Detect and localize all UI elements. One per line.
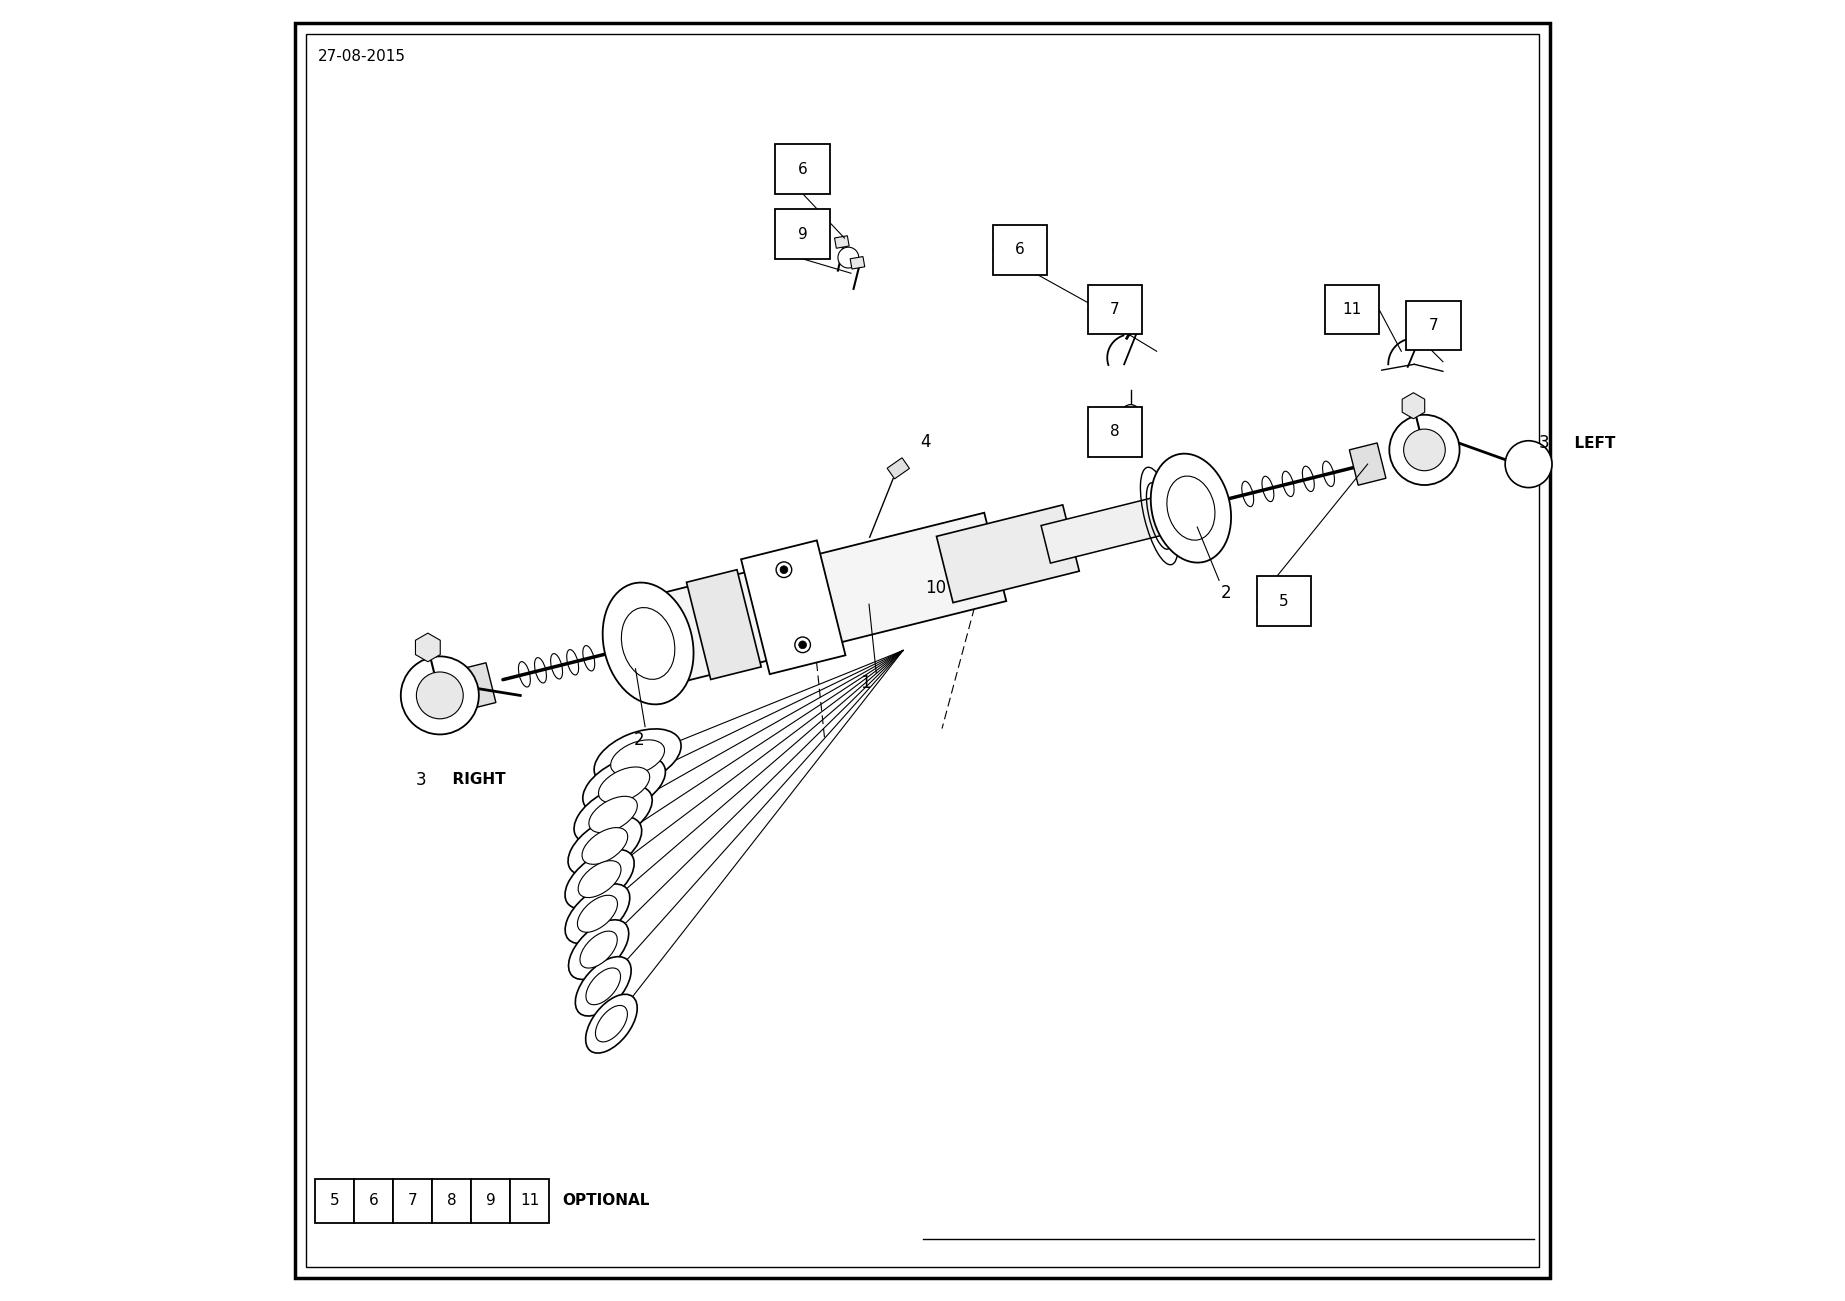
Ellipse shape	[603, 583, 694, 704]
Ellipse shape	[1151, 454, 1231, 562]
Polygon shape	[686, 570, 762, 679]
Text: OPTIONAL: OPTIONAL	[563, 1193, 649, 1209]
Ellipse shape	[589, 796, 637, 833]
Text: LEFT: LEFT	[1565, 436, 1616, 451]
Ellipse shape	[581, 827, 627, 864]
Bar	[993, 225, 1048, 275]
Ellipse shape	[577, 895, 618, 933]
Ellipse shape	[576, 956, 631, 1016]
Circle shape	[799, 641, 806, 649]
Ellipse shape	[596, 1006, 627, 1042]
Text: 27-08-2015: 27-08-2015	[317, 49, 406, 65]
Polygon shape	[834, 235, 849, 248]
Text: 8: 8	[1111, 424, 1120, 440]
Bar	[1256, 576, 1312, 626]
Text: 6: 6	[1015, 242, 1026, 258]
Text: 3: 3	[417, 771, 426, 788]
Text: 1: 1	[860, 674, 871, 692]
Bar	[1406, 301, 1461, 350]
Circle shape	[400, 657, 480, 735]
Polygon shape	[887, 458, 910, 479]
Ellipse shape	[565, 850, 635, 909]
Bar	[1089, 285, 1142, 334]
Text: 7: 7	[408, 1193, 417, 1209]
Ellipse shape	[594, 729, 681, 787]
Bar	[470, 1179, 509, 1223]
Bar	[775, 209, 830, 259]
Circle shape	[1389, 415, 1459, 485]
Text: 11: 11	[520, 1193, 539, 1209]
Text: 5: 5	[1279, 593, 1290, 609]
Circle shape	[780, 566, 788, 574]
Ellipse shape	[583, 756, 666, 814]
Bar	[1325, 285, 1380, 334]
Ellipse shape	[568, 920, 629, 980]
Text: 9: 9	[797, 226, 808, 242]
Text: 3: 3	[1539, 435, 1548, 453]
Ellipse shape	[579, 932, 618, 968]
Text: RIGHT: RIGHT	[443, 773, 506, 787]
Ellipse shape	[577, 861, 622, 898]
Polygon shape	[657, 513, 1006, 683]
Text: 6: 6	[797, 161, 808, 177]
Circle shape	[417, 673, 463, 719]
Ellipse shape	[622, 608, 675, 679]
Bar	[315, 1179, 354, 1223]
Polygon shape	[1402, 393, 1424, 419]
Text: 9: 9	[485, 1193, 496, 1209]
Polygon shape	[415, 634, 441, 662]
Polygon shape	[937, 505, 1079, 602]
Polygon shape	[1041, 494, 1177, 563]
Text: 2: 2	[633, 731, 644, 748]
Bar	[393, 1179, 432, 1223]
Circle shape	[1506, 441, 1552, 488]
Bar	[775, 144, 830, 194]
Text: 8: 8	[446, 1193, 456, 1209]
Ellipse shape	[598, 768, 649, 803]
Ellipse shape	[1166, 476, 1216, 540]
Circle shape	[1122, 405, 1140, 423]
Ellipse shape	[568, 816, 642, 876]
Text: 6: 6	[369, 1193, 378, 1209]
Text: 7: 7	[1430, 317, 1439, 333]
Circle shape	[838, 247, 858, 268]
Bar	[509, 1179, 550, 1223]
Circle shape	[777, 562, 792, 578]
Polygon shape	[742, 540, 845, 674]
Text: 7: 7	[1111, 302, 1120, 317]
Text: 11: 11	[1341, 302, 1362, 317]
Text: 5: 5	[330, 1193, 339, 1209]
Polygon shape	[1349, 442, 1386, 485]
Ellipse shape	[574, 785, 653, 844]
Polygon shape	[851, 256, 865, 269]
Text: 10: 10	[924, 579, 946, 597]
Ellipse shape	[587, 968, 620, 1004]
Circle shape	[1404, 429, 1445, 471]
Text: 4: 4	[921, 433, 932, 451]
Ellipse shape	[585, 994, 637, 1053]
Polygon shape	[454, 662, 496, 710]
Text: 2: 2	[1220, 584, 1231, 602]
Bar	[354, 1179, 393, 1223]
Bar	[1089, 407, 1142, 457]
Ellipse shape	[611, 740, 664, 775]
Ellipse shape	[565, 883, 629, 943]
Bar	[432, 1179, 470, 1223]
Circle shape	[795, 637, 810, 653]
